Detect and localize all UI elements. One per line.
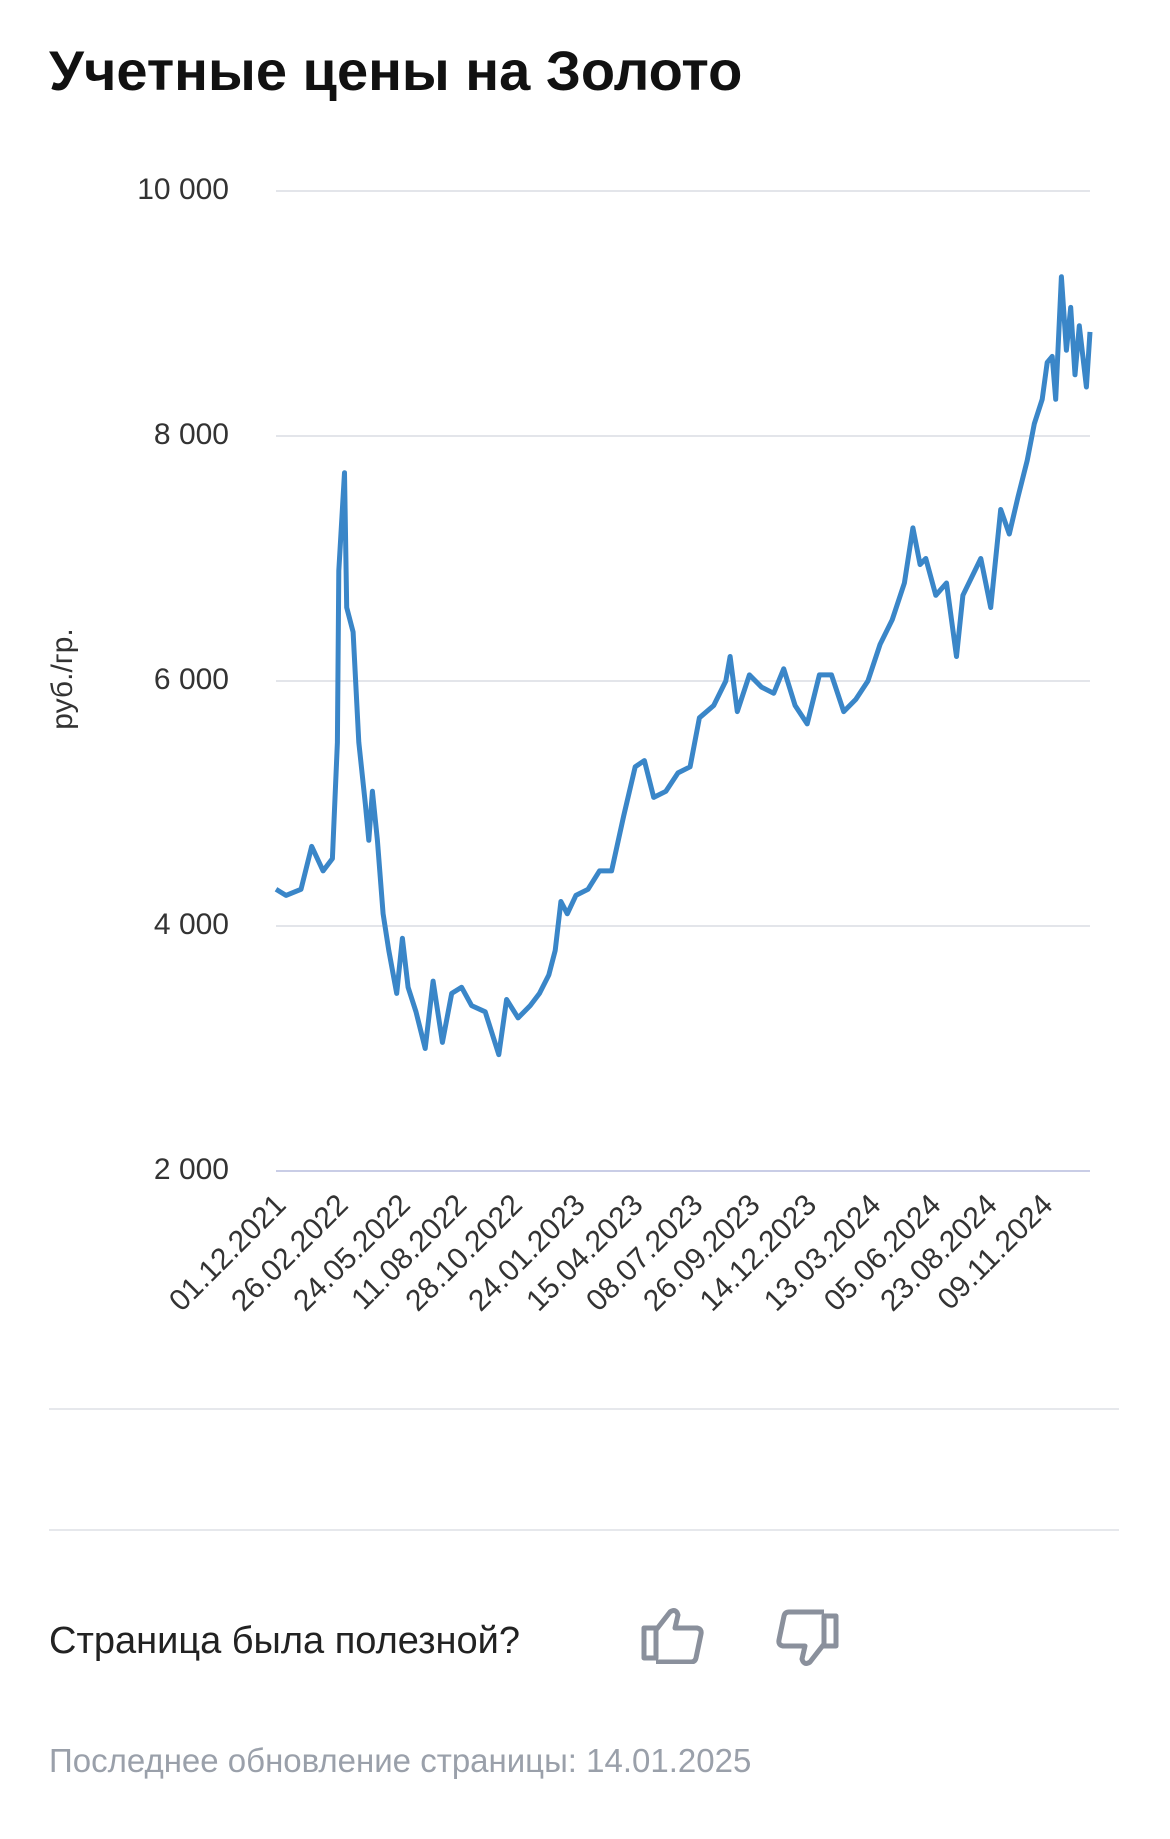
- chart-title: Учетные цены на Золото: [49, 39, 743, 102]
- y-tick-label: 2 000: [154, 1153, 229, 1186]
- last-updated: Последнее обновление страницы: 14.01.202…: [49, 1742, 752, 1779]
- y-tick-label: 4 000: [154, 908, 229, 941]
- thumb-up-button[interactable]: [638, 1604, 708, 1664]
- feedback-question: Страница была полезной?: [49, 1620, 520, 1662]
- y-tick-label: 6 000: [154, 663, 229, 696]
- separator: [49, 1408, 1119, 1410]
- price-line: [274, 274, 1093, 1058]
- separator: [49, 1529, 1119, 1531]
- y-tick-label: 8 000: [154, 418, 229, 451]
- y-tick-label: 10 000: [137, 173, 229, 206]
- y-axis-label: руб./гр.: [46, 628, 79, 730]
- thumb-down-button[interactable]: [772, 1604, 842, 1670]
